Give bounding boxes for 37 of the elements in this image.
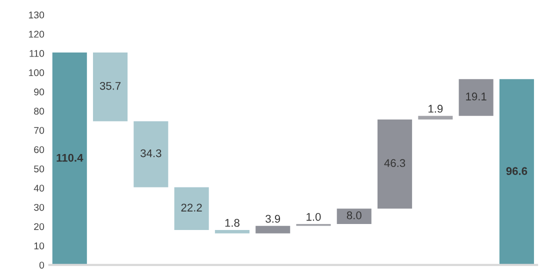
data-label: 110.4 xyxy=(56,154,84,162)
data-label: 1.0 xyxy=(306,212,321,221)
y-tick-label: 110 xyxy=(30,50,44,57)
data-label: 35.7 xyxy=(100,82,121,90)
y-tick-label: 50 xyxy=(34,165,44,172)
data-label: 8.0 xyxy=(346,211,362,220)
bar xyxy=(93,52,128,122)
data-label: 22.2 xyxy=(181,204,202,212)
y-tick-label: 60 xyxy=(34,146,44,154)
y-tick-label: 30 xyxy=(34,204,44,211)
y-tick-label: 120 xyxy=(28,30,44,38)
bar xyxy=(378,119,412,209)
y-tick-label: 100 xyxy=(28,69,44,76)
bar xyxy=(256,226,290,234)
y-tick-label: 0 xyxy=(39,262,44,269)
bar xyxy=(458,79,494,116)
y-tick-label: 20 xyxy=(34,223,44,230)
bar xyxy=(336,208,372,224)
data-label: 34.3 xyxy=(140,149,162,158)
data-label: 46.3 xyxy=(384,159,406,168)
bar xyxy=(499,79,534,265)
y-tick-label: 80 xyxy=(34,108,44,115)
data-label: 3.9 xyxy=(266,214,280,223)
bar xyxy=(134,121,168,188)
bar xyxy=(418,116,453,120)
data-label: 1.8 xyxy=(225,218,240,227)
y-tick-label: 90 xyxy=(34,88,44,96)
y-tick-label: 130 xyxy=(28,12,44,18)
bar xyxy=(174,187,209,230)
y-tick-label: 40 xyxy=(34,184,44,192)
y-tick-label: 70 xyxy=(34,126,44,134)
bar xyxy=(214,230,250,234)
y-tick-label: 10 xyxy=(34,242,44,250)
bar xyxy=(52,52,87,265)
data-label: 96.6 xyxy=(506,167,528,175)
data-label: 1.9 xyxy=(428,104,443,113)
data-label: 19.1 xyxy=(466,92,486,100)
